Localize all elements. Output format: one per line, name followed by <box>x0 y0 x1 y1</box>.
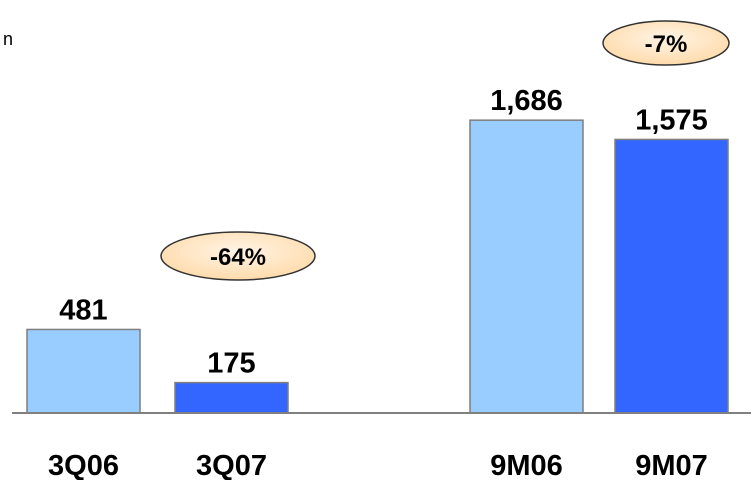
category-labels-layer: 3Q06 3Q07 9M06 9M07 <box>48 450 708 480</box>
change-label-3q07: -64% <box>210 244 266 271</box>
bars-layer <box>26 119 729 414</box>
value-label-3q07: 175 <box>207 348 255 380</box>
bar-9m07 <box>614 138 729 414</box>
value-labels-layer: 481 175 1,686 1,575 <box>59 85 707 379</box>
category-label-9m07: 9M07 <box>635 450 708 480</box>
unit-label: n <box>3 29 13 49</box>
value-label-9m07: 1,575 <box>635 104 708 136</box>
change-badge-3q07 <box>160 231 316 281</box>
change-badge-9m07 <box>602 20 730 66</box>
value-label-9m06: 1,686 <box>490 85 563 117</box>
category-label-3q06: 3Q06 <box>48 450 119 480</box>
bar-3q07 <box>174 381 289 414</box>
value-label-3q06: 481 <box>59 294 107 326</box>
category-label-3q07: 3Q07 <box>196 450 267 480</box>
change-badges-layer: -64% -7% <box>160 20 730 281</box>
change-label-9m07: -7% <box>645 31 688 58</box>
bar-3q06 <box>26 328 141 414</box>
bar-9m06 <box>469 119 584 414</box>
category-label-9m06: 9M06 <box>490 450 563 480</box>
